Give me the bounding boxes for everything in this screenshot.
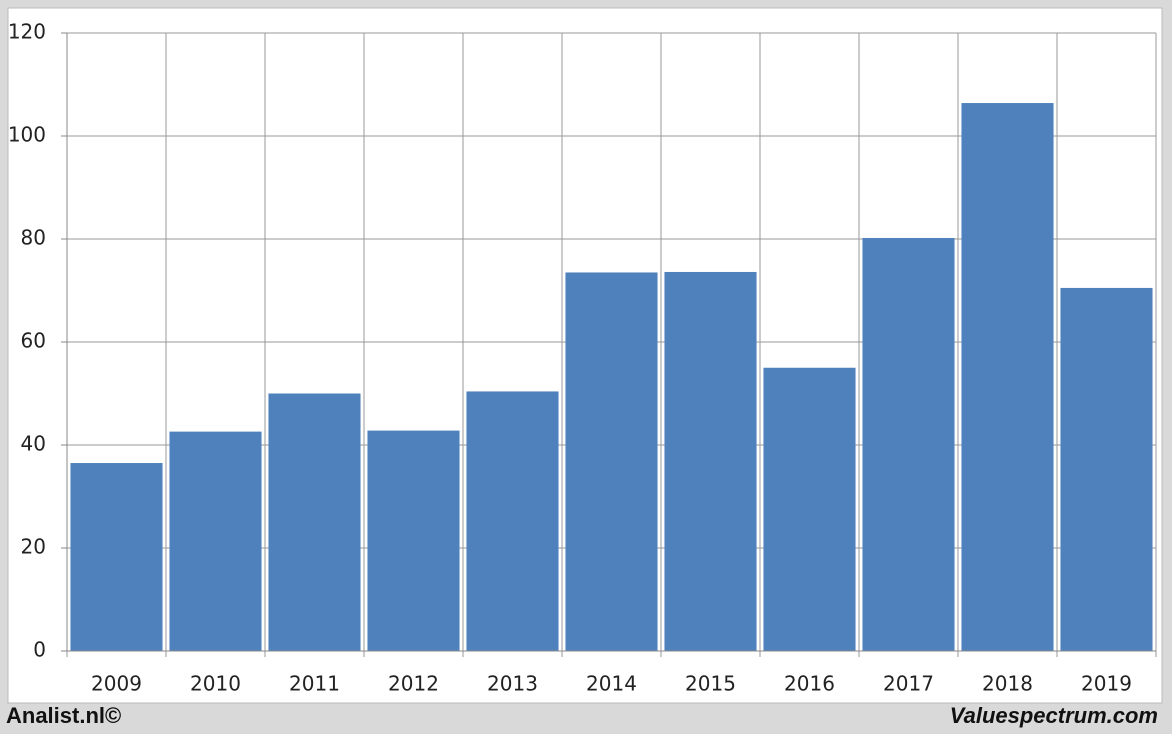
bar [664,271,757,651]
y-tick-label: 60 [21,329,46,353]
y-tick-label: 40 [21,432,46,456]
bar [862,237,955,651]
y-tick-label: 20 [21,535,46,559]
x-tick-label: 2012 [388,672,439,696]
bar [763,367,856,651]
bar [70,463,163,651]
x-tick-label: 2014 [586,672,637,696]
y-tick-label: 0 [33,638,46,662]
x-tick-label: 2010 [190,672,241,696]
x-tick-label: 2013 [487,672,538,696]
x-tick-label: 2009 [91,672,142,696]
x-tick-label: 2017 [883,672,934,696]
y-tick-label: 100 [8,123,46,147]
bar [1060,287,1153,651]
footer-right: Valuespectrum.com [950,703,1158,728]
y-tick-label: 120 [8,20,46,44]
x-tick-label: 2011 [289,672,340,696]
bar [169,431,262,651]
x-tick-label: 2019 [1081,672,1132,696]
x-tick-label: 2015 [685,672,736,696]
bar [466,391,559,651]
bar [367,430,460,651]
x-tick-label: 2018 [982,672,1033,696]
bar [268,393,361,651]
bar [565,272,658,651]
y-tick-label: 80 [21,226,46,250]
footer-left: Analist.nl© [6,703,121,728]
x-tick-label: 2016 [784,672,835,696]
bar [961,103,1054,652]
